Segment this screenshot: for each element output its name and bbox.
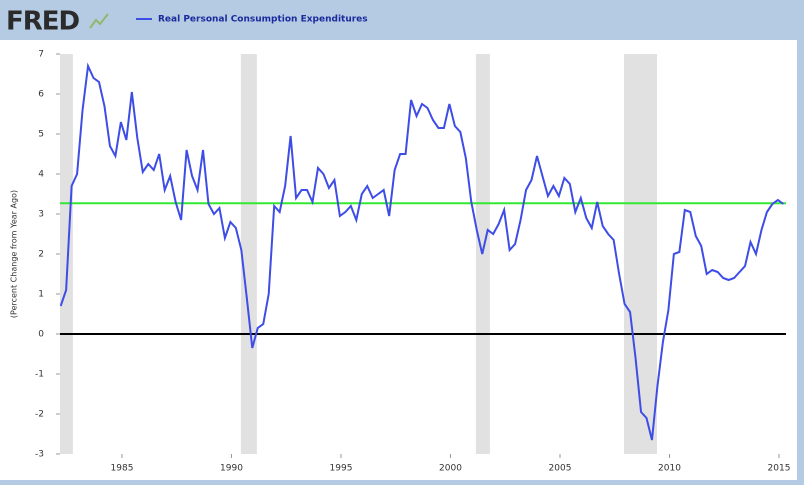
x-tick-label: 1995 xyxy=(330,464,353,474)
x-tick-label: 2010 xyxy=(658,464,681,474)
y-tick-label: 0 xyxy=(38,330,44,340)
logo-icon xyxy=(89,13,109,29)
legend-label: Real Personal Consumption Expenditures xyxy=(158,15,368,25)
x-tick-label: 2000 xyxy=(439,464,462,474)
y-tick-label: 5 xyxy=(38,130,44,140)
x-tick-label: 2005 xyxy=(549,464,572,474)
logo: FRED xyxy=(6,7,80,37)
y-tick-label: 7 xyxy=(38,50,44,60)
y-tick-label: 3 xyxy=(38,210,44,220)
recession-band xyxy=(60,54,73,454)
y-tick-label: 2 xyxy=(38,250,44,260)
y-tick-label: 6 xyxy=(38,90,44,100)
y-tick-label: 1 xyxy=(38,290,44,300)
x-tick-label: 1990 xyxy=(220,464,243,474)
x-tick-label: 2015 xyxy=(768,464,791,474)
recession-band xyxy=(623,54,658,454)
recession-band xyxy=(240,54,257,454)
y-tick-label: -3 xyxy=(35,450,44,460)
y-tick-label: 4 xyxy=(38,170,44,180)
x-tick-label: 1985 xyxy=(111,464,134,474)
y-axis-label: (Percent Change from Year Ago) xyxy=(10,190,19,318)
y-tick-label: -2 xyxy=(35,410,44,420)
plot xyxy=(60,54,786,454)
series-line xyxy=(60,62,784,441)
y-tick-label: -1 xyxy=(35,370,44,380)
panel xyxy=(0,40,797,480)
